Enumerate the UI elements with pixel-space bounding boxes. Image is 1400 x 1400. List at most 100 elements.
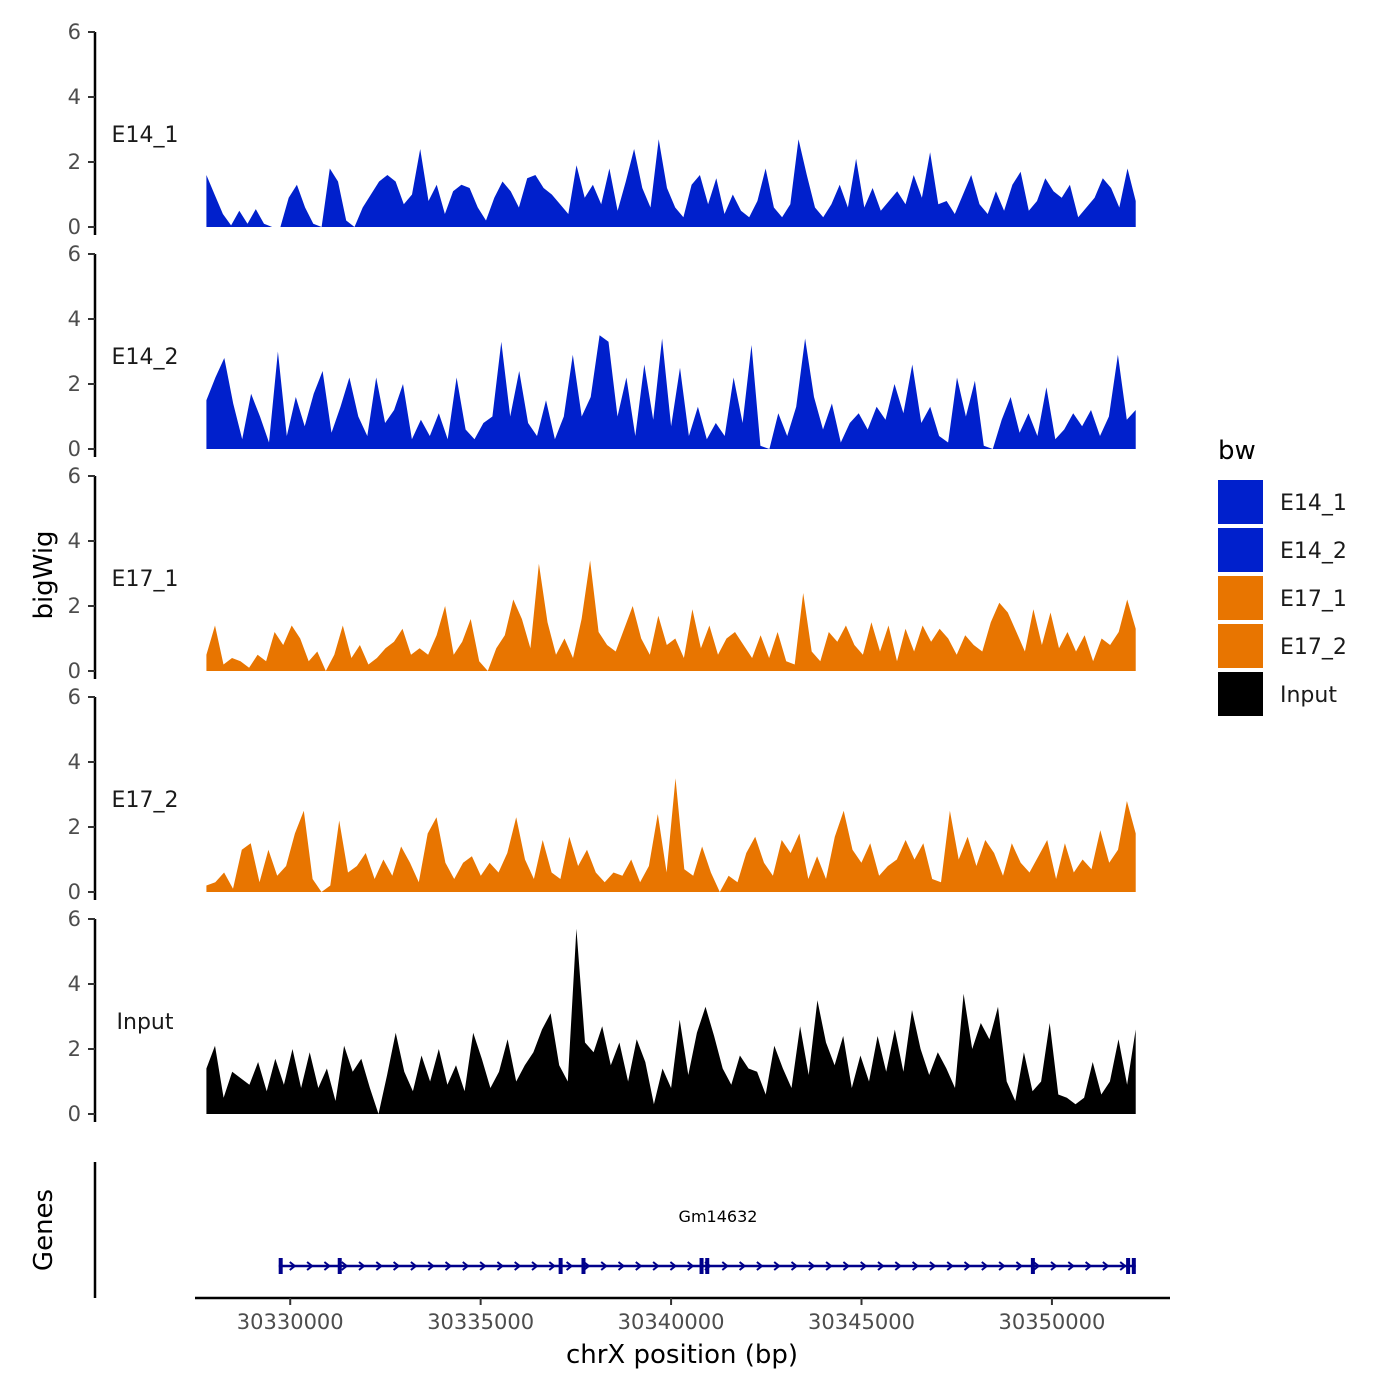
signal-area bbox=[206, 778, 1136, 892]
y-tick-label: 4 bbox=[68, 529, 81, 553]
x-tick-label: 30340000 bbox=[618, 1310, 725, 1334]
x-tick-label: 30350000 bbox=[998, 1310, 1105, 1334]
strand-arrow bbox=[860, 1261, 868, 1271]
y-tick-label: 2 bbox=[68, 1037, 81, 1061]
track-e17-1: 0 2 4 6 E17_1 bbox=[68, 464, 1136, 683]
strand-arrow bbox=[911, 1261, 920, 1271]
strand-arrow bbox=[946, 1261, 954, 1271]
track-label: E17_1 bbox=[112, 567, 179, 592]
y-tick-label: 0 bbox=[68, 880, 81, 904]
y-tick-label: 0 bbox=[68, 437, 81, 461]
genes-axis-title: Genes bbox=[29, 1189, 59, 1271]
strand-arrow bbox=[635, 1261, 643, 1271]
strand-arrow bbox=[981, 1261, 989, 1271]
strand-arrow bbox=[790, 1261, 799, 1271]
strand-arrow bbox=[444, 1261, 453, 1271]
tracks-group: 0 2 4 6 E14_1 0 2 4 6 E14_2 0 2 4 6 E17_1 0 2 4 6 E17_2 0 2 4 6… bbox=[68, 20, 1136, 1126]
strand-arrow bbox=[756, 1261, 764, 1271]
legend-swatch bbox=[1218, 576, 1263, 620]
signal-area bbox=[206, 560, 1136, 671]
y-tick-label: 6 bbox=[68, 464, 81, 488]
legend-swatch bbox=[1218, 672, 1263, 716]
strand-arrow bbox=[341, 1261, 349, 1271]
x-axis-title: chrX position (bp) bbox=[566, 1340, 798, 1370]
strand-arrow bbox=[496, 1261, 504, 1271]
x-tick-label: 30335000 bbox=[427, 1310, 534, 1334]
strand-arrow bbox=[583, 1261, 591, 1271]
strand-arrow bbox=[894, 1261, 902, 1271]
strand-arrow bbox=[687, 1261, 695, 1271]
strand-arrow bbox=[1015, 1261, 1023, 1271]
y-tick-label: 4 bbox=[68, 307, 81, 331]
x-tick-label: 30330000 bbox=[237, 1310, 344, 1334]
gene-label: Gm14632 bbox=[679, 1207, 758, 1226]
strand-arrow bbox=[929, 1261, 937, 1271]
strand-arrow bbox=[600, 1261, 608, 1271]
strand-arrow bbox=[375, 1261, 383, 1271]
strand-arrow bbox=[531, 1261, 539, 1271]
strand-arrow bbox=[462, 1261, 470, 1271]
legend-swatch bbox=[1218, 624, 1263, 668]
track-label: E17_2 bbox=[112, 788, 179, 813]
strand-arrow bbox=[738, 1261, 747, 1271]
strand-arrow bbox=[1119, 1261, 1127, 1271]
y-tick-label: 0 bbox=[68, 659, 81, 683]
exon bbox=[558, 1258, 563, 1274]
strand-arrow bbox=[565, 1261, 574, 1271]
legend-label: E17_2 bbox=[1280, 635, 1347, 660]
y-tick-label: 4 bbox=[68, 85, 81, 109]
y-tick-label: 6 bbox=[68, 242, 81, 266]
y-tick-label: 0 bbox=[68, 1102, 81, 1126]
exon bbox=[699, 1258, 704, 1274]
track-input: 0 2 4 6 Input bbox=[68, 907, 1136, 1126]
strand-arrow bbox=[548, 1261, 556, 1271]
strand-arrow bbox=[323, 1261, 331, 1271]
strand-arrow bbox=[877, 1261, 885, 1271]
strand-arrow bbox=[479, 1261, 487, 1271]
strand-arrow bbox=[825, 1261, 833, 1271]
exon bbox=[705, 1258, 710, 1274]
legend-label: E14_1 bbox=[1280, 491, 1347, 516]
y-tick-label: 2 bbox=[68, 815, 81, 839]
strand-arrow bbox=[1067, 1261, 1075, 1271]
strand-arrow bbox=[1102, 1261, 1110, 1271]
strand-arrow bbox=[998, 1261, 1006, 1271]
legend-label: Input bbox=[1280, 683, 1337, 708]
strand-arrow bbox=[721, 1261, 729, 1271]
y-tick-label: 2 bbox=[68, 594, 81, 618]
legend-label: E17_1 bbox=[1280, 587, 1347, 612]
strand-arrow bbox=[1084, 1261, 1093, 1271]
exon bbox=[1131, 1258, 1136, 1274]
exon bbox=[337, 1258, 342, 1274]
y-tick-label: 6 bbox=[68, 20, 81, 44]
legend-label: E14_2 bbox=[1280, 539, 1347, 564]
strand-arrow bbox=[808, 1261, 816, 1271]
y-tick-label: 2 bbox=[68, 372, 81, 396]
x-axis-ticks: 30330000 30335000 30340000 30345000 30350000 bbox=[237, 1298, 1105, 1334]
track-e14-1: 0 2 4 6 E14_1 bbox=[68, 20, 1136, 239]
track-label: E14_2 bbox=[112, 345, 179, 370]
strand-arrow bbox=[652, 1261, 660, 1271]
y-axis-title: bigWig bbox=[29, 530, 59, 619]
x-tick-label: 30345000 bbox=[808, 1310, 915, 1334]
exon bbox=[581, 1258, 586, 1274]
strand-arrow bbox=[410, 1261, 418, 1271]
legend-title: bw bbox=[1218, 436, 1256, 466]
y-tick-label: 4 bbox=[68, 750, 81, 774]
gene-track bbox=[278, 1258, 1136, 1274]
strand-arrow bbox=[617, 1261, 626, 1271]
y-tick-label: 6 bbox=[68, 685, 81, 709]
legend-swatch bbox=[1218, 480, 1263, 524]
y-tick-label: 4 bbox=[68, 972, 81, 996]
strand-arrow bbox=[289, 1261, 297, 1271]
y-tick-label: 0 bbox=[68, 215, 81, 239]
y-tick-label: 6 bbox=[68, 907, 81, 931]
legend-swatch bbox=[1218, 528, 1263, 572]
signal-area bbox=[206, 335, 1136, 449]
track-label: E14_1 bbox=[112, 123, 179, 148]
signal-area bbox=[206, 928, 1136, 1114]
strand-arrow bbox=[358, 1261, 366, 1271]
legend: E14_1 E14_2 E17_1 E17_2 Input bbox=[1218, 480, 1347, 716]
strand-arrow bbox=[427, 1261, 435, 1271]
